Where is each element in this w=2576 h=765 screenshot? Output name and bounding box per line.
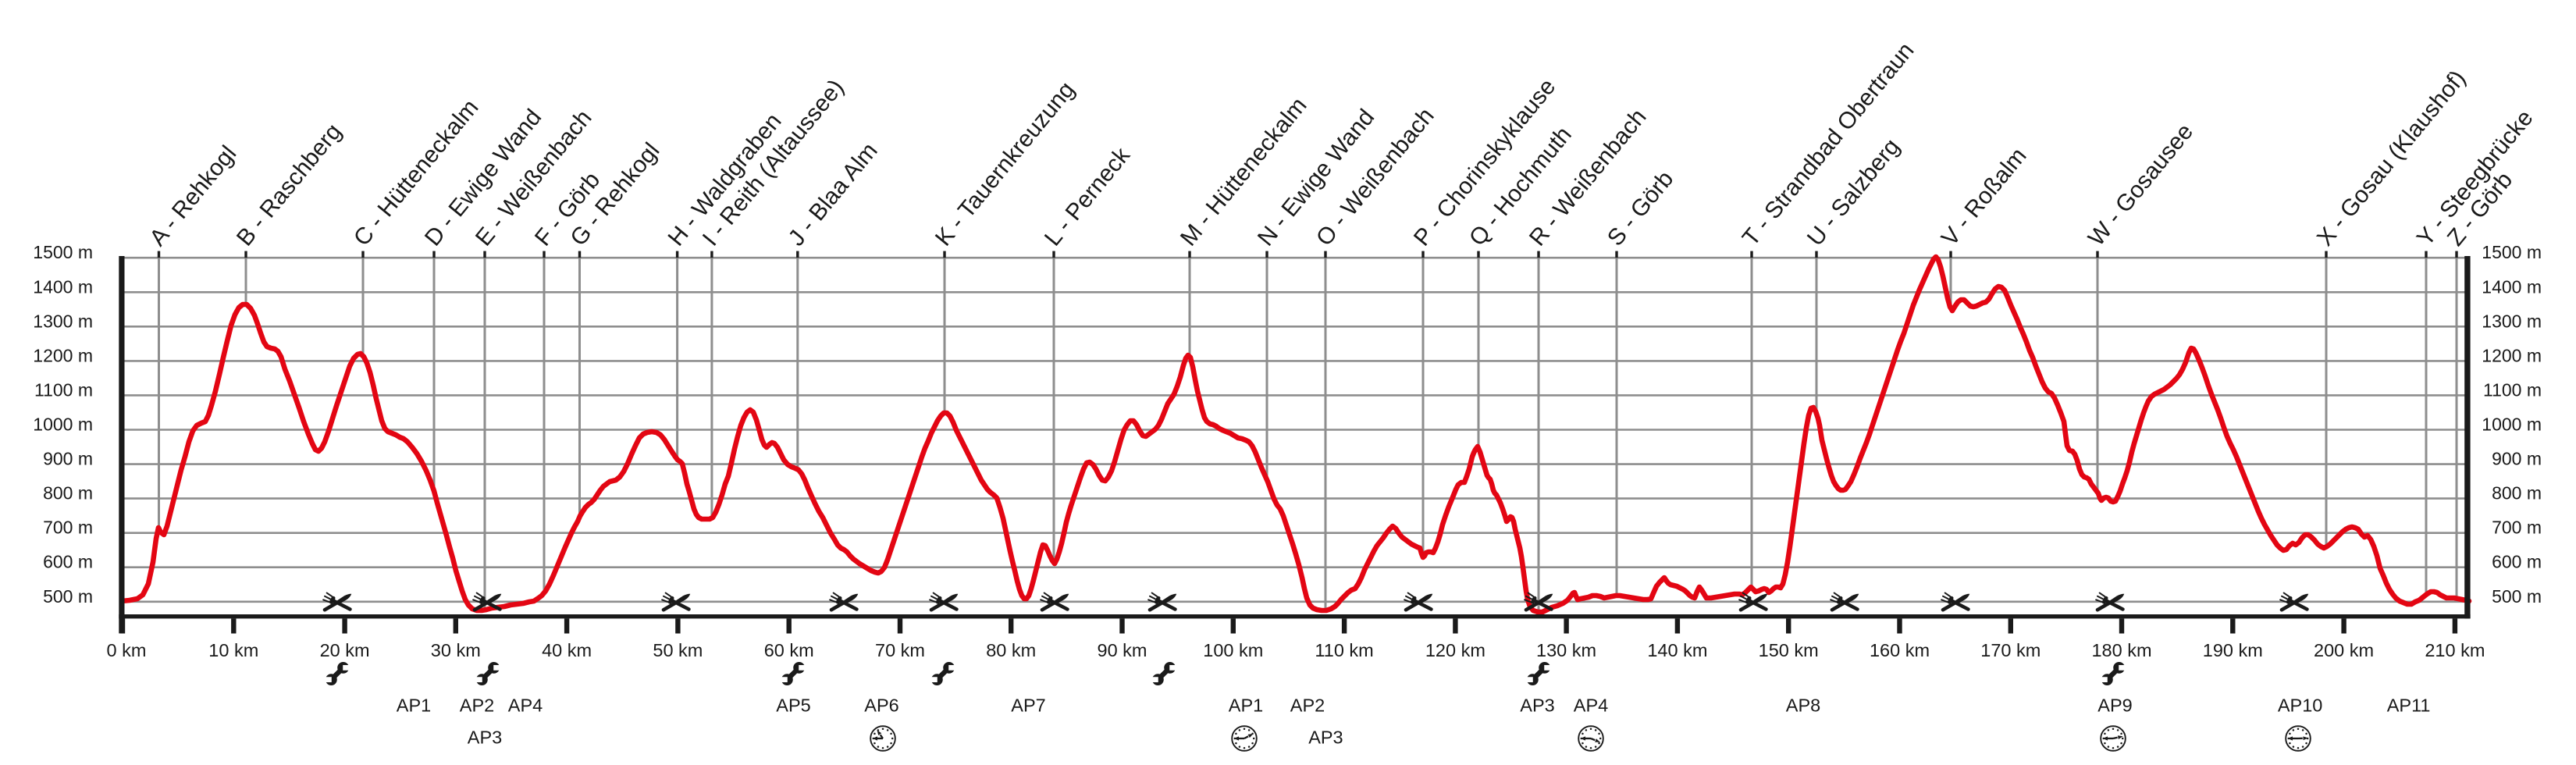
svg-text:AP8: AP8 (1786, 696, 1820, 716)
svg-text:AP2: AP2 (460, 696, 494, 716)
svg-text:AP4: AP4 (508, 696, 543, 716)
svg-text:1200 m: 1200 m (33, 345, 93, 365)
svg-text:AP11: AP11 (2387, 696, 2431, 716)
svg-text:10 km: 10 km (208, 640, 258, 660)
svg-text:1400 m: 1400 m (2482, 276, 2542, 297)
svg-text:AP5: AP5 (776, 696, 810, 716)
svg-text:170 km: 170 km (1980, 640, 2041, 660)
svg-text:150 km: 150 km (1759, 640, 1819, 660)
svg-text:1500 m: 1500 m (2482, 242, 2542, 262)
svg-text:1200 m: 1200 m (2482, 345, 2542, 365)
svg-text:1100 m: 1100 m (2483, 379, 2542, 400)
svg-text:210 km: 210 km (2425, 640, 2485, 660)
svg-text:110 km: 110 km (1315, 640, 1373, 660)
svg-text:40 km: 40 km (542, 640, 592, 660)
svg-text:600 m: 600 m (43, 552, 93, 572)
svg-text:900 m: 900 m (2492, 449, 2542, 469)
svg-text:1500 m: 1500 m (33, 242, 93, 262)
svg-text:600 m: 600 m (2492, 552, 2542, 572)
svg-text:AP10: AP10 (2278, 696, 2323, 716)
svg-text:AP1: AP1 (397, 696, 431, 716)
svg-text:500 m: 500 m (43, 586, 93, 607)
svg-text:AP2: AP2 (1290, 696, 1325, 716)
svg-text:50 km: 50 km (653, 640, 703, 660)
svg-text:130 km: 130 km (1536, 640, 1596, 660)
svg-text:AP3: AP3 (468, 728, 502, 748)
svg-text:0 km: 0 km (107, 640, 147, 660)
svg-text:180 km: 180 km (2091, 640, 2151, 660)
svg-text:AP9: AP9 (2097, 696, 2132, 716)
svg-text:160 km: 160 km (1870, 640, 1930, 660)
svg-text:190 km: 190 km (2203, 640, 2263, 660)
svg-text:AP1: AP1 (1229, 696, 1263, 716)
svg-text:1400 m: 1400 m (33, 276, 93, 297)
svg-text:70 km: 70 km (875, 640, 925, 660)
svg-text:60 km: 60 km (764, 640, 814, 660)
svg-text:1000 m: 1000 m (33, 415, 93, 435)
svg-text:800 m: 800 m (2492, 483, 2542, 503)
svg-text:200 km: 200 km (2314, 640, 2374, 660)
svg-text:AP3: AP3 (1308, 728, 1343, 748)
svg-text:100 km: 100 km (1203, 640, 1263, 660)
svg-text:120 km: 120 km (1425, 640, 1485, 660)
svg-text:30 km: 30 km (431, 640, 481, 660)
svg-text:AP7: AP7 (1011, 696, 1045, 716)
svg-text:700 m: 700 m (43, 518, 93, 538)
svg-text:20 km: 20 km (320, 640, 370, 660)
svg-text:80 km: 80 km (986, 640, 1036, 660)
svg-text:1300 m: 1300 m (33, 311, 93, 331)
svg-text:1100 m: 1100 m (34, 379, 93, 400)
svg-text:AP3: AP3 (1520, 696, 1554, 716)
svg-text:AP6: AP6 (864, 696, 898, 716)
svg-text:700 m: 700 m (2492, 518, 2542, 538)
svg-text:1000 m: 1000 m (2482, 415, 2542, 435)
svg-text:800 m: 800 m (43, 483, 93, 503)
svg-text:500 m: 500 m (2492, 586, 2542, 607)
svg-text:AP4: AP4 (1574, 696, 1608, 716)
svg-text:90 km: 90 km (1098, 640, 1147, 660)
svg-text:140 km: 140 km (1647, 640, 1707, 660)
svg-text:900 m: 900 m (43, 449, 93, 469)
svg-text:1300 m: 1300 m (2482, 311, 2542, 331)
